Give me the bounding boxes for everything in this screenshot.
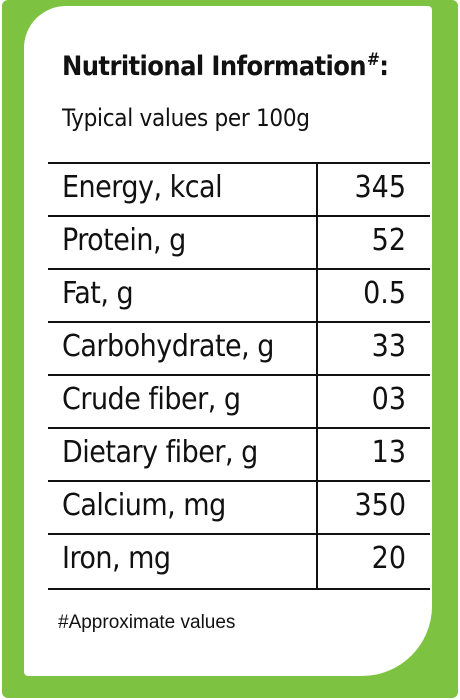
column-divider (316, 164, 318, 588)
row-label: Iron, mg (62, 541, 171, 576)
table-row-dietary-fiber: Dietary fiber, g 13 (48, 429, 430, 482)
row-value: 345 (354, 170, 406, 205)
table-row-fat: Fat, g 0.5 (48, 270, 430, 323)
table-row-protein: Protein, g 52 (48, 217, 430, 270)
row-label: Energy, kcal (62, 170, 223, 205)
row-value: 33 (371, 329, 406, 364)
page-title: Nutritional Information#: (62, 50, 389, 82)
row-value: 52 (371, 223, 406, 258)
row-label: Fat, g (62, 276, 134, 311)
row-label: Carbohydrate, g (62, 329, 274, 364)
row-value: 0.5 (363, 276, 406, 311)
title-footnote-mark: # (367, 50, 380, 70)
table-row-calcium: Calcium, mg 350 (48, 482, 430, 535)
row-label: Crude fiber, g (62, 382, 241, 417)
table-row-iron: Iron, mg 20 (48, 535, 430, 588)
row-value: 20 (371, 541, 406, 576)
row-value: 350 (354, 488, 406, 523)
row-label: Dietary fiber, g (62, 435, 258, 470)
label-card (24, 6, 432, 676)
footnote: #Approximate values (58, 612, 236, 633)
row-value: 03 (371, 382, 406, 417)
nutrition-table: Energy, kcal 345 Protein, g 52 Fat, g 0.… (48, 162, 430, 590)
subtitle: Typical values per 100g (62, 104, 310, 132)
table-row-carbohydrate: Carbohydrate, g 33 (48, 323, 430, 376)
title-text: Nutritional Information (62, 51, 367, 82)
row-value: 13 (371, 435, 406, 470)
title-colon: : (379, 51, 389, 82)
row-label: Protein, g (62, 223, 186, 258)
row-label: Calcium, mg (62, 488, 226, 523)
table-row-energy: Energy, kcal 345 (48, 164, 430, 217)
table-row-crude-fiber: Crude fiber, g 03 (48, 376, 430, 429)
